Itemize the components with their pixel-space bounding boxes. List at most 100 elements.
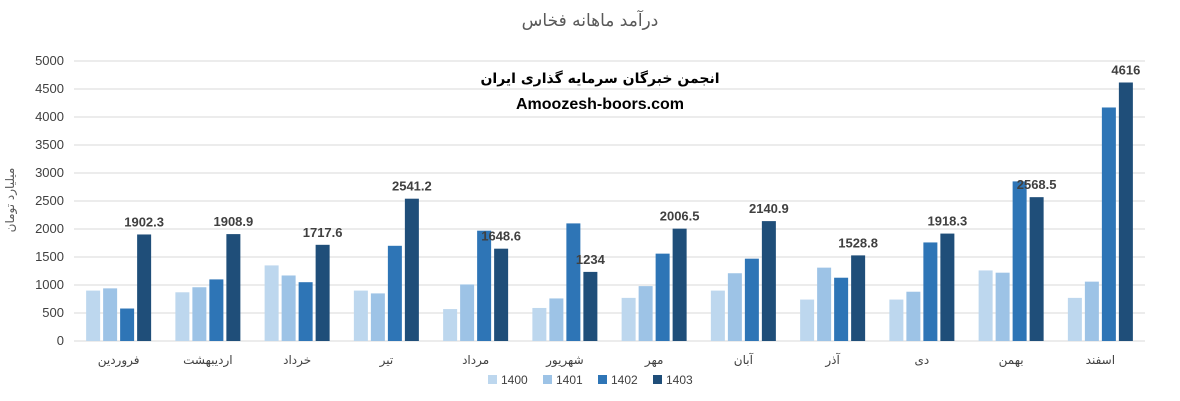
bar-1401 — [727, 273, 742, 341]
bar-1401 — [906, 291, 921, 341]
legend: 1400 1401 1402 1403 — [488, 373, 693, 387]
category-label: مهر — [644, 353, 664, 368]
category-label: بهمن — [999, 353, 1024, 368]
data-label: 1902.3 — [124, 214, 164, 229]
bar-1401 — [638, 286, 653, 341]
chart-title: درآمد ماهانه فخاس — [522, 9, 659, 31]
legend-label: 1401 — [556, 373, 583, 387]
category-label: دی — [915, 353, 930, 367]
data-label: 1234 — [576, 252, 606, 267]
category-label: اسفند — [1086, 353, 1115, 367]
category-label: تیر — [379, 353, 394, 368]
legend-label: 1402 — [611, 373, 638, 387]
bar-1401 — [995, 272, 1010, 341]
bar-1401 — [192, 287, 207, 341]
bar-1402 — [655, 253, 670, 341]
bar-1400 — [978, 270, 993, 341]
category-label: فروردین — [98, 353, 140, 368]
bar-1400 — [710, 290, 725, 341]
bar-1401 — [549, 298, 564, 341]
y-tick-label: 1500 — [35, 249, 64, 264]
bar-1403 — [315, 244, 330, 341]
y-axis-ticks: 0 500 1000 1500 2000 2500 3000 3500 4000 4500 5000 — [35, 53, 64, 348]
watermark-url: Amoozesh-boors.com — [516, 96, 684, 113]
bar-1403 — [672, 228, 687, 341]
bar-1400 — [443, 309, 458, 341]
bar-1402 — [1101, 107, 1116, 341]
data-label: 1528.8 — [838, 235, 878, 250]
bar-1403 — [1029, 197, 1044, 341]
y-tick-label: 0 — [57, 333, 64, 348]
bars — [86, 82, 1133, 341]
y-tick-label: 500 — [42, 305, 64, 320]
data-labels: 1902.3 1908.9 1717.6 2541.2 1648.6 1234 2006.5… — [124, 63, 1140, 267]
bar-1402 — [834, 277, 849, 341]
data-label: 2541.2 — [392, 179, 432, 194]
y-tick-label: 3500 — [35, 137, 64, 152]
bar-1400 — [86, 290, 101, 341]
legend-swatch-1402 — [598, 375, 607, 384]
legend-label: 1403 — [666, 373, 693, 387]
category-label: شهریور — [545, 353, 584, 368]
bar-1401 — [1084, 281, 1099, 341]
data-label: 2140.9 — [749, 201, 789, 216]
bar-1400 — [264, 265, 279, 341]
legend-swatch-1401 — [543, 375, 552, 384]
bar-1400 — [621, 297, 636, 341]
gridlines — [74, 60, 1145, 342]
bar-1402 — [298, 282, 313, 341]
bar-1400 — [1067, 297, 1082, 341]
category-label: خرداد — [283, 353, 311, 368]
bar-1403 — [940, 233, 955, 341]
bar-1402 — [923, 242, 938, 341]
data-label: 2006.5 — [660, 209, 700, 224]
y-tick-label: 4000 — [35, 109, 64, 124]
y-tick-label: 3000 — [35, 165, 64, 180]
data-label: 1918.3 — [927, 214, 967, 229]
bar-1400 — [532, 307, 547, 341]
data-label: 1648.6 — [481, 229, 521, 244]
bar-1403 — [226, 234, 241, 341]
bar-1402 — [387, 245, 402, 341]
y-axis-label: میلیارد تومان — [3, 168, 18, 233]
category-label: آذر — [824, 352, 840, 368]
bar-1400 — [353, 290, 368, 341]
bar-1403 — [583, 271, 598, 341]
bar-1401 — [281, 275, 296, 341]
bar-1400 — [800, 299, 815, 341]
y-tick-label: 5000 — [35, 53, 64, 68]
category-label: آبان — [734, 352, 754, 367]
category-label: مرداد — [462, 353, 489, 368]
bar-1401 — [103, 288, 118, 341]
bar-1403 — [137, 234, 152, 341]
category-label: اردیبهشت — [183, 353, 232, 368]
legend-label: 1400 — [501, 373, 528, 387]
bar-1402 — [744, 258, 759, 341]
bar-1403 — [761, 221, 776, 341]
bar-1402 — [120, 308, 135, 341]
data-label: 1717.6 — [303, 225, 343, 240]
bar-1403 — [494, 248, 509, 341]
bar-1403 — [404, 198, 419, 341]
legend-swatch-1403 — [653, 375, 662, 384]
bar-1402 — [1012, 181, 1027, 341]
bar-1402 — [566, 223, 581, 341]
y-tick-label: 2000 — [35, 221, 64, 236]
data-label: 1908.9 — [213, 214, 253, 229]
bar-1401 — [370, 293, 385, 341]
data-label: 4616 — [1111, 63, 1140, 78]
bar-1401 — [460, 284, 475, 341]
watermark-title: انجمن خبرگان سرمایه گذاری ایران — [480, 70, 719, 87]
y-tick-label: 4500 — [35, 81, 64, 96]
legend-swatch-1400 — [488, 375, 497, 384]
bar-1403 — [1118, 82, 1133, 341]
bar-1400 — [889, 299, 904, 341]
bar-1402 — [477, 230, 492, 341]
data-label: 2568.5 — [1017, 177, 1057, 192]
y-tick-label: 2500 — [35, 193, 64, 208]
bar-1402 — [209, 279, 224, 341]
bar-1401 — [817, 267, 832, 341]
y-tick-label: 1000 — [35, 277, 64, 292]
category-labels: فروردین اردیبهشت خرداد تیر مرداد شهریور مهر آبا… — [98, 352, 1115, 368]
